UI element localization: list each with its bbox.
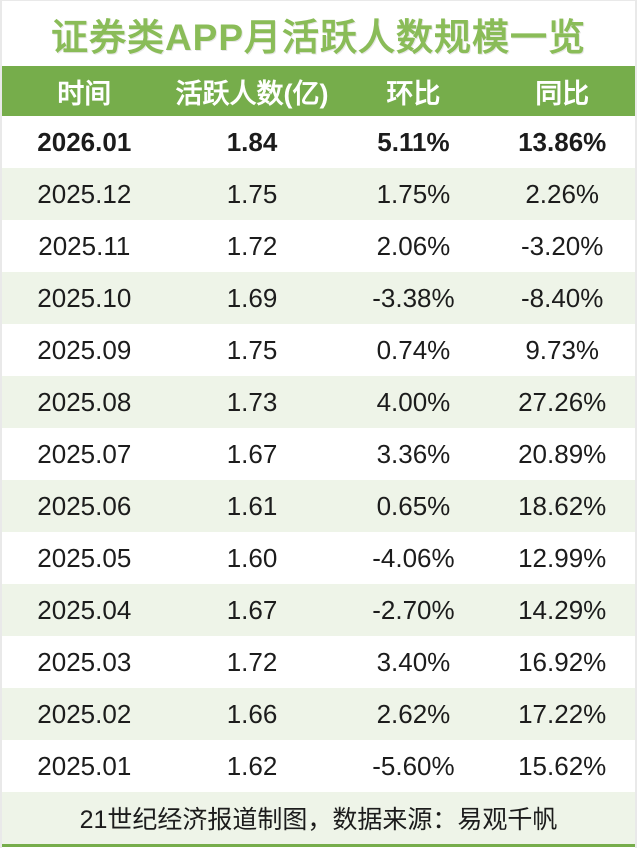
table-row: 2025.01 1.62 -5.60% 15.62%	[2, 740, 635, 792]
table-row: 2025.06 1.61 0.65% 18.62%	[2, 480, 635, 532]
table-cell-time: 2025.04	[37, 594, 132, 625]
table-cell-yoy: 15.62%	[518, 750, 607, 781]
table-cell-time: 2025.09	[37, 334, 132, 365]
table-cell-yoy: -8.40%	[521, 282, 604, 313]
page-title: 证券类APP月活跃人数规模一览	[50, 16, 587, 58]
table-header: 时间 活跃人数(亿) 环比 同比	[2, 66, 635, 116]
table-cell-time: 2025.03	[37, 646, 132, 677]
table-cell-time: 2025.01	[37, 750, 132, 781]
table-cell-mom: 1.75%	[376, 178, 451, 209]
table-cell-active_users: 1.61	[226, 490, 278, 521]
table-cell-mom: -2.70%	[372, 594, 455, 625]
table-cell-time: 2025.05	[37, 542, 132, 573]
table-header-row: 时间 活跃人数(亿) 环比 同比	[2, 66, 635, 116]
table-cell-mom: -5.60%	[372, 750, 455, 781]
table-cell-mom: 0.65%	[376, 490, 451, 521]
table-cell-active_users: 1.67	[226, 594, 278, 625]
column-header-0: 时间	[2, 66, 167, 116]
table-cell-time: 2026.01	[37, 126, 132, 157]
column-header-2: 环比	[337, 66, 490, 116]
table-cell-active_users: 1.60	[226, 542, 278, 573]
table-cell-yoy: 2.26%	[525, 178, 600, 209]
table-cell-active_users: 1.75	[226, 178, 278, 209]
mau-table: 时间 活跃人数(亿) 环比 同比 2026.01 1.84 5.11% 13.86% 2025…	[2, 66, 635, 792]
table-cell-mom: 3.36%	[376, 438, 451, 469]
table-cell-time: 2025.12	[37, 178, 132, 209]
table-cell-active_users: 1.84	[226, 126, 278, 157]
table-row: 2025.08 1.73 4.00% 27.26%	[2, 376, 635, 428]
table-cell-active_users: 1.69	[226, 282, 278, 313]
table-cell-yoy: 13.86%	[518, 126, 607, 157]
table-cell-yoy: 16.92%	[518, 646, 607, 677]
table-cell-active_users: 1.75	[226, 334, 278, 365]
table-row: 2025.09 1.75 0.74% 9.73%	[2, 324, 635, 376]
table-cell-time: 2025.02	[37, 698, 132, 729]
table-cell-mom: 0.74%	[376, 334, 451, 365]
table-cell-yoy: 12.99%	[518, 542, 607, 573]
table-cell-time: 2025.06	[37, 490, 132, 521]
table-cell-mom: 2.62%	[376, 698, 451, 729]
table-cell-yoy: 14.29%	[518, 594, 607, 625]
bottom-accent-rule	[2, 844, 635, 847]
table-row: 2025.05 1.60 -4.06% 12.99%	[2, 532, 635, 584]
table-cell-mom: 3.40%	[376, 646, 451, 677]
column-header-1: 活跃人数(亿)	[166, 66, 338, 116]
table-cell-mom: -3.38%	[372, 282, 455, 313]
table-row: 2025.02 1.66 2.62% 17.22%	[2, 688, 635, 740]
table-cell-yoy: 9.73%	[525, 334, 600, 365]
table-row: 2025.03 1.72 3.40% 16.92%	[2, 636, 635, 688]
table-row: 2026.01 1.84 5.11% 13.86%	[2, 116, 635, 168]
table-cell-mom: 2.06%	[376, 230, 451, 261]
table-row: 2025.11 1.72 2.06% -3.20%	[2, 220, 635, 272]
table-cell-time: 2025.07	[37, 438, 132, 469]
table-cell-active_users: 1.72	[226, 230, 278, 261]
column-header-3: 同比	[489, 66, 635, 116]
table-row: 2025.12 1.75 1.75% 2.26%	[2, 168, 635, 220]
source-note: 21世纪经济报道制图，数据来源：易观千帆	[2, 792, 635, 844]
table-cell-active_users: 1.62	[226, 750, 278, 781]
table-cell-yoy: 27.26%	[518, 386, 607, 417]
table-cell-active_users: 1.67	[226, 438, 278, 469]
table-row: 2025.07 1.67 3.36% 20.89%	[2, 428, 635, 480]
table-row: 2025.04 1.67 -2.70% 14.29%	[2, 584, 635, 636]
table-cell-time: 2025.10	[37, 282, 132, 313]
table-cell-time: 2025.11	[38, 230, 131, 261]
table-cell-yoy: 17.22%	[518, 698, 607, 729]
table-cell-yoy: -3.20%	[521, 230, 604, 261]
table-cell-active_users: 1.66	[226, 698, 278, 729]
table-cell-mom: 4.00%	[376, 386, 451, 417]
table-cell-active_users: 1.73	[226, 386, 278, 417]
table-cell-mom: -4.06%	[372, 542, 455, 573]
table-cell-mom: 5.11%	[377, 126, 450, 157]
table-cell-yoy: 20.89%	[518, 438, 607, 469]
table-body: 2026.01 1.84 5.11% 13.86% 2025.12 1.75 1.75% 2.…	[2, 116, 635, 792]
table-cell-time: 2025.08	[37, 386, 132, 417]
table-cell-active_users: 1.72	[226, 646, 278, 677]
table-cell-yoy: 18.62%	[518, 490, 607, 521]
table-row: 2025.10 1.69 -3.38% -8.40%	[2, 272, 635, 324]
